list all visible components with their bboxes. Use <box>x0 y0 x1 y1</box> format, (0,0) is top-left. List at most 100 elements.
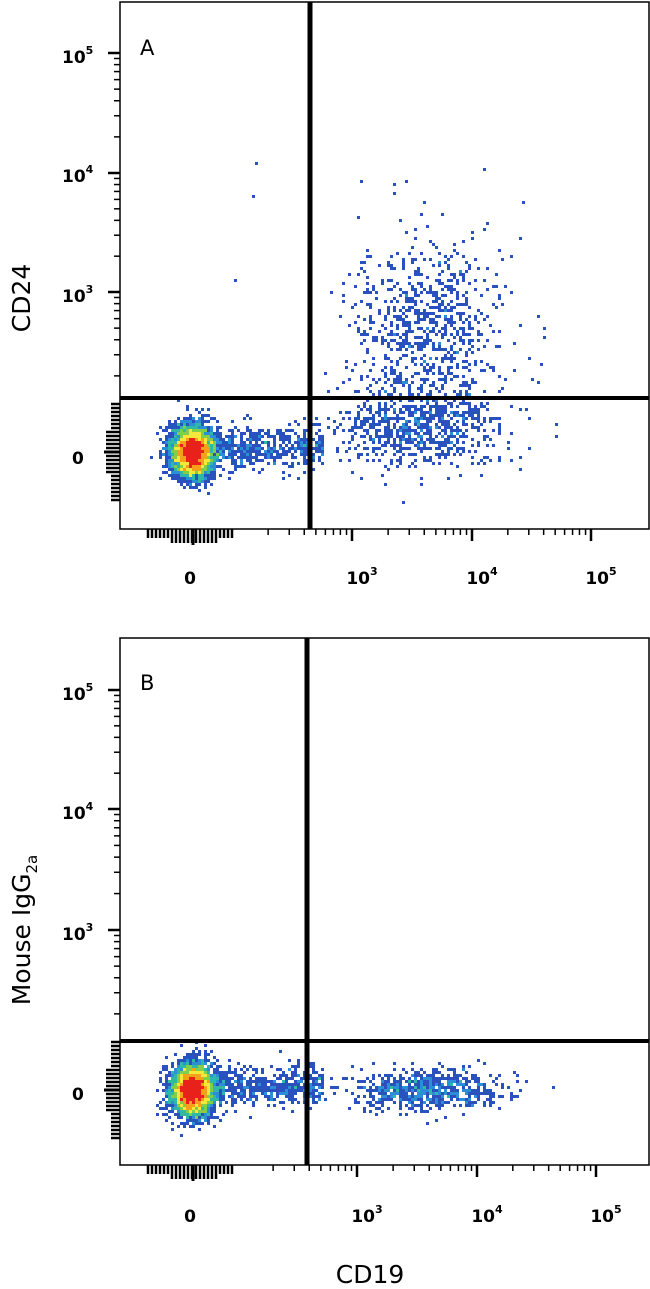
density-cell <box>420 483 423 486</box>
density-cell <box>390 339 393 342</box>
density-cell <box>213 1080 216 1083</box>
density-cell <box>498 432 501 435</box>
density-cell <box>183 1122 186 1125</box>
density-cell <box>387 441 390 444</box>
density-cell <box>210 438 213 441</box>
density-cell <box>288 465 291 468</box>
density-cell <box>255 1077 258 1080</box>
density-cell <box>246 438 249 441</box>
density-cell <box>204 456 207 459</box>
density-cell <box>177 1089 180 1092</box>
density-cell <box>426 393 429 396</box>
density-cell <box>174 471 177 474</box>
density-cell <box>312 1095 315 1098</box>
density-cell <box>477 1095 480 1098</box>
density-cell <box>297 435 300 438</box>
density-cell <box>444 315 447 318</box>
density-cell <box>273 447 276 450</box>
density-cell <box>207 492 210 495</box>
density-cell <box>435 1080 438 1083</box>
density-cell <box>378 390 381 393</box>
density-cell <box>267 429 270 432</box>
density-cell <box>231 1104 234 1107</box>
density-cell <box>351 438 354 441</box>
density-cell <box>450 354 453 357</box>
density-cell <box>192 1056 195 1059</box>
density-cell <box>285 438 288 441</box>
density-cell <box>411 1095 414 1098</box>
density-cell <box>213 1095 216 1098</box>
density-cell <box>192 429 195 432</box>
density-cell <box>423 423 426 426</box>
density-cell <box>429 288 432 291</box>
density-cell <box>192 1068 195 1071</box>
density-cell <box>168 1071 171 1074</box>
density-cell <box>468 267 471 270</box>
density-cell <box>189 1062 192 1065</box>
density-cell <box>294 420 297 423</box>
density-cell <box>204 1110 207 1113</box>
density-cell <box>171 447 174 450</box>
density-cell <box>252 1080 255 1083</box>
density-cell <box>258 1086 261 1089</box>
density-cell <box>204 429 207 432</box>
density-cell <box>249 1077 252 1080</box>
density-cell <box>384 339 387 342</box>
density-cell <box>333 1092 336 1095</box>
density-cell <box>318 1095 321 1098</box>
density-cell <box>420 213 423 216</box>
density-cell <box>387 342 390 345</box>
density-cell <box>177 1059 180 1062</box>
density-cell <box>372 1062 375 1065</box>
density-cell <box>201 462 204 465</box>
density-cell <box>345 1077 348 1080</box>
density-cell <box>420 387 423 390</box>
density-cell <box>516 1080 519 1083</box>
density-cell <box>207 432 210 435</box>
density-cell <box>432 312 435 315</box>
density-cell <box>186 441 189 444</box>
density-cell <box>369 369 372 372</box>
density-cell <box>447 1068 450 1071</box>
density-cell <box>198 429 201 432</box>
density-cell <box>255 1071 258 1074</box>
density-cell <box>207 447 210 450</box>
density-cell <box>426 399 429 402</box>
density-cell <box>189 441 192 444</box>
density-cell <box>498 1095 501 1098</box>
density-cell <box>441 1101 444 1104</box>
density-cell <box>279 1050 282 1053</box>
density-cell <box>450 1080 453 1083</box>
density-cell <box>483 1092 486 1095</box>
density-cell <box>435 1095 438 1098</box>
density-cell <box>303 438 306 441</box>
density-cell <box>174 1092 177 1095</box>
density-cell <box>516 1095 519 1098</box>
density-cell <box>354 285 357 288</box>
density-cell <box>528 447 531 450</box>
density-cell <box>402 264 405 267</box>
density-cell <box>354 363 357 366</box>
density-cell <box>393 297 396 300</box>
density-cell <box>177 1104 180 1107</box>
density-cell <box>399 399 402 402</box>
density-cell <box>420 408 423 411</box>
density-cell <box>246 453 249 456</box>
density-cell <box>462 402 465 405</box>
density-cell <box>198 426 201 429</box>
density-cell <box>423 312 426 315</box>
density-cell <box>378 330 381 333</box>
density-cell <box>423 381 426 384</box>
density-cell <box>321 438 324 441</box>
density-cell <box>396 1086 399 1089</box>
density-cell <box>189 474 192 477</box>
density-cell <box>450 1092 453 1095</box>
density-cell <box>543 336 546 339</box>
density-cell <box>489 366 492 369</box>
density-cell <box>414 423 417 426</box>
density-cell <box>429 384 432 387</box>
density-cell <box>150 456 153 459</box>
density-cell <box>486 408 489 411</box>
density-cell <box>189 1056 192 1059</box>
density-cell <box>426 432 429 435</box>
